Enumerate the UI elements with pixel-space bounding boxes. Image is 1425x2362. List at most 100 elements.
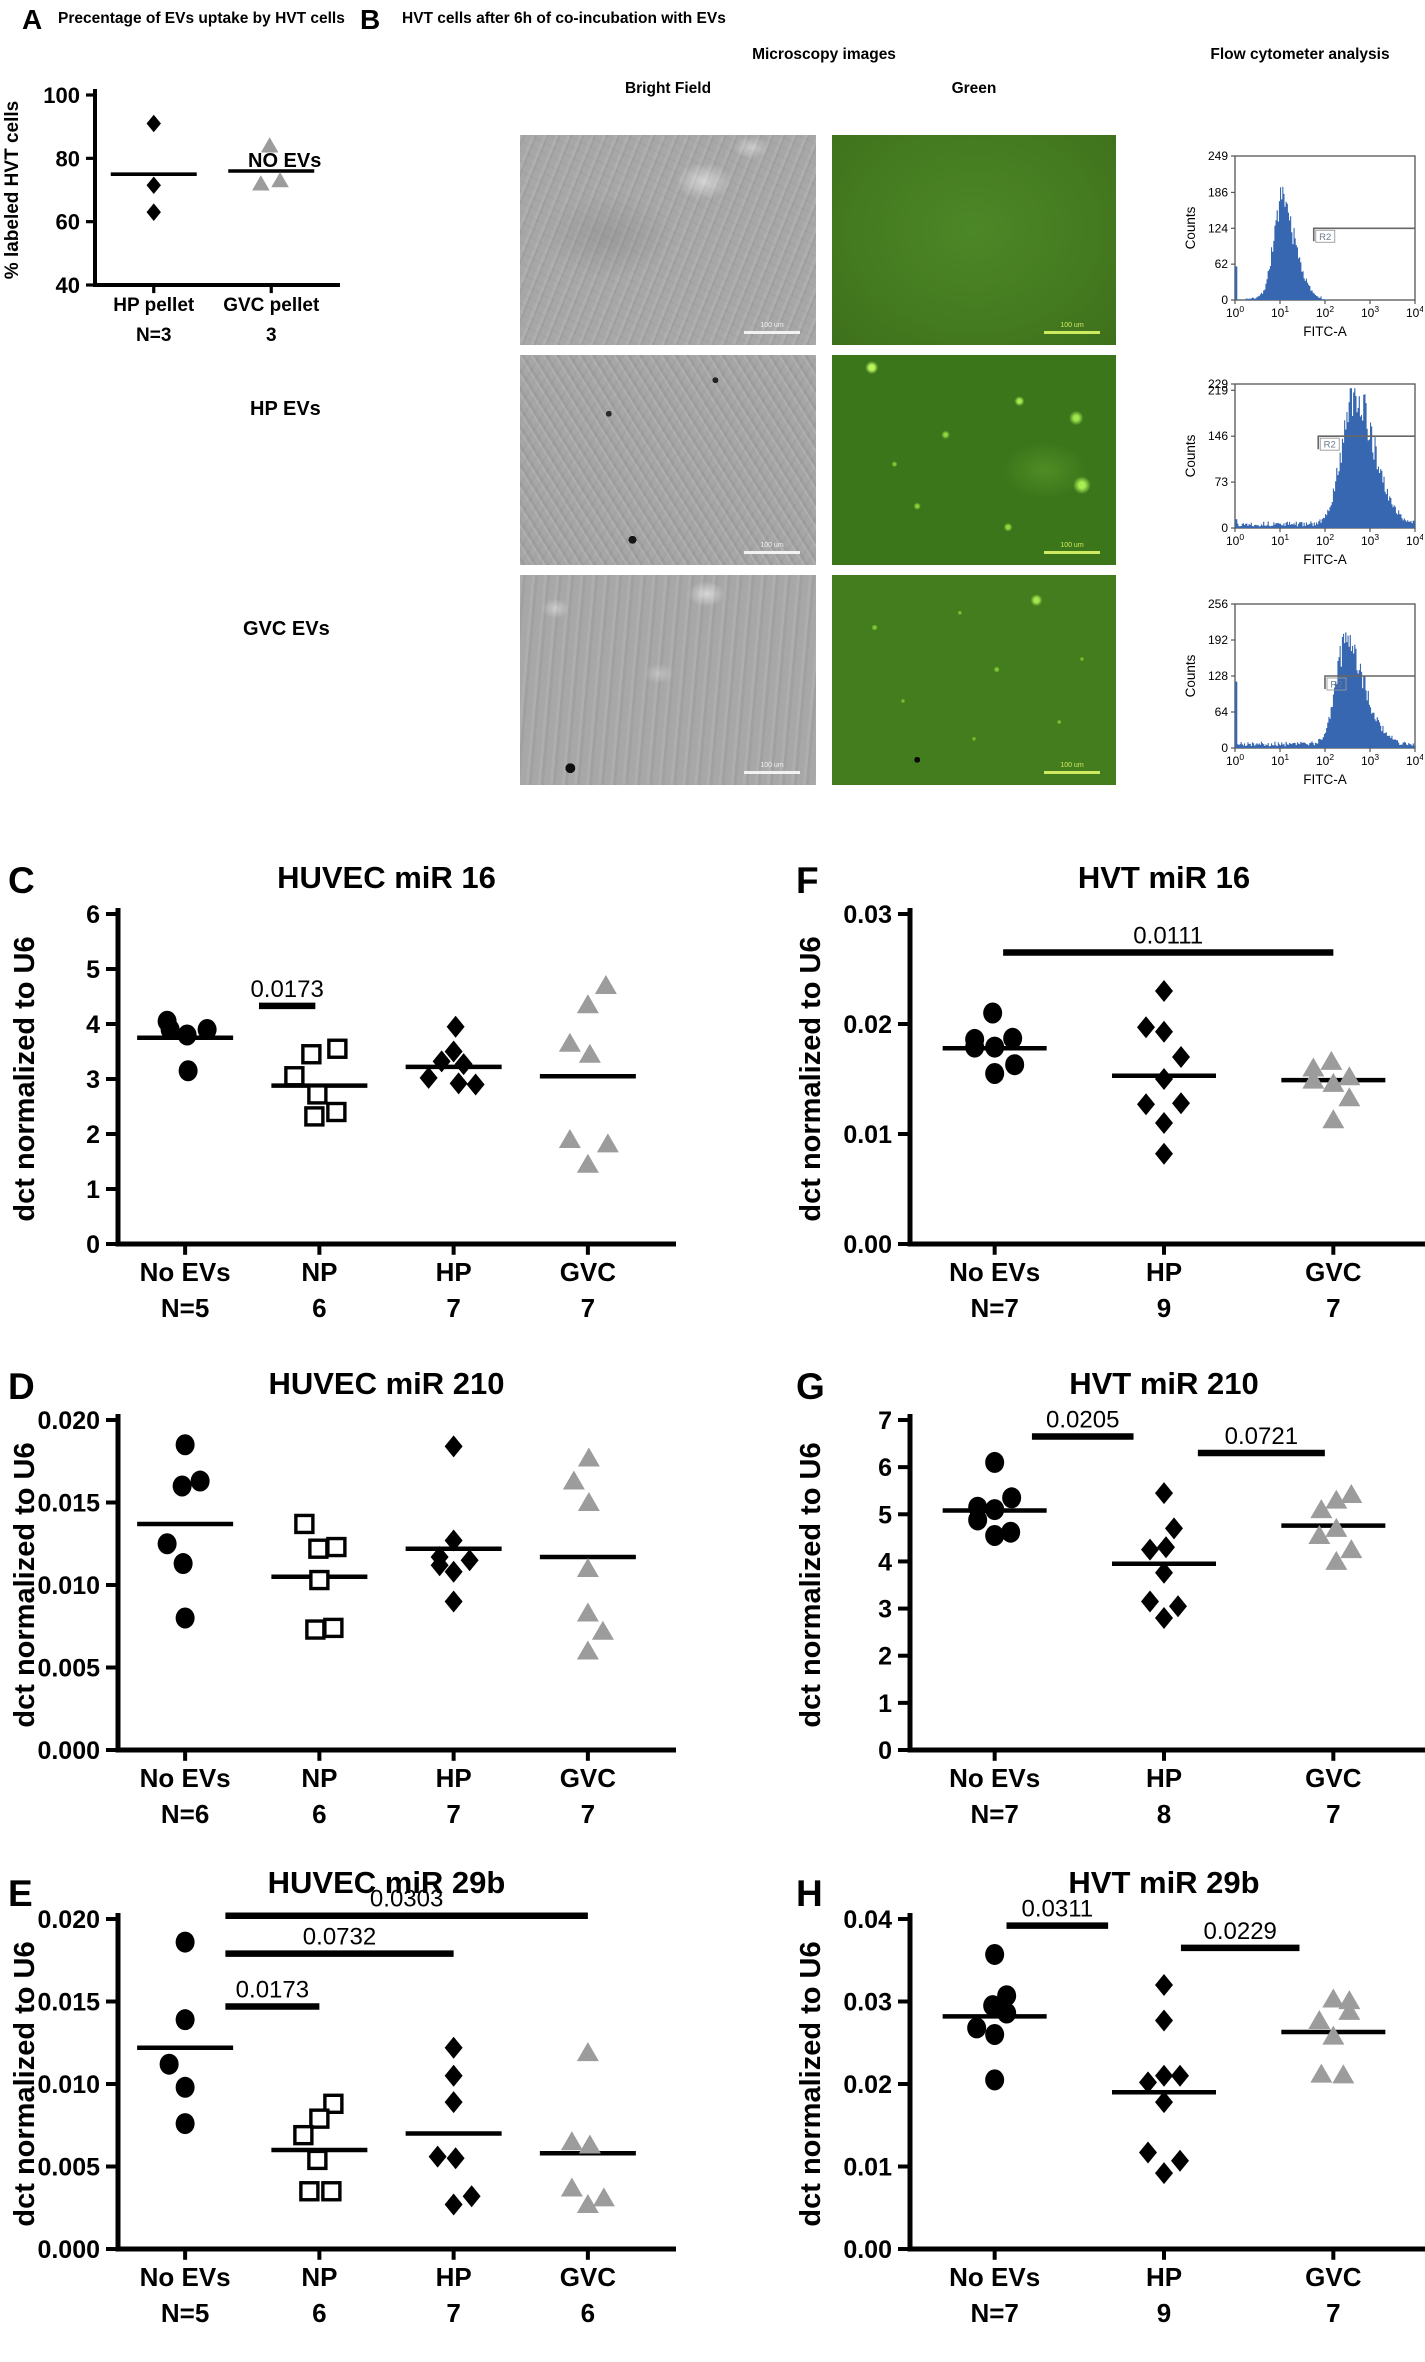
bright-field-header: Bright Field: [624, 80, 712, 97]
data-point: [1137, 1093, 1155, 1116]
data-point: [578, 1043, 601, 1063]
y-tick-label: 4: [86, 1011, 100, 1039]
group-label: No EVs: [140, 2262, 231, 2292]
data-point: [576, 1153, 599, 1173]
histogram-curve: [1235, 388, 1415, 528]
x-tick-label: 100: [1226, 304, 1244, 320]
panel-b-letter: B: [360, 4, 381, 35]
data-point: [983, 1002, 1003, 1024]
data-point: [294, 1513, 315, 1535]
data-point: [1340, 1539, 1363, 1559]
data-point: [560, 2131, 583, 2151]
data-point: [444, 2036, 463, 2059]
y-tick-label: 0: [86, 1231, 100, 1259]
data-point: [985, 1063, 1005, 1084]
data-point: [577, 1447, 600, 1467]
data-point: [1155, 1607, 1173, 1629]
data-point: [560, 2177, 583, 2197]
y-tick-label: 0.015: [37, 1989, 100, 2017]
flow-histogram-gvc-evs: 0 64 128 192 256 100 101 102 103 104 Counts FITC-A R…: [1183, 597, 1423, 787]
y-tick-label: 7: [878, 1407, 892, 1435]
data-point: [307, 2149, 328, 2171]
significance-label: 0.0111: [1133, 923, 1203, 950]
data-point: [1310, 2063, 1333, 2083]
scale-bar-label: 100 um: [1060, 542, 1084, 549]
data-point: [308, 1538, 329, 1559]
data-point: [1171, 2064, 1189, 2087]
data-point: [466, 1073, 485, 1096]
data-point: [284, 1066, 305, 1087]
data-point: [1322, 1072, 1345, 1092]
data-point: [1155, 1142, 1173, 1165]
data-point: [968, 1509, 988, 1531]
chart-title: HVT miR 210: [1069, 1366, 1259, 1401]
group-n-label: 9: [1157, 1293, 1171, 1323]
panel-b-title: HVT cells after 6h of co-incubation with…: [402, 10, 726, 27]
data-point: [594, 975, 617, 994]
brightfield-image-no-evs: 100 um: [520, 135, 816, 345]
data-point: [985, 2069, 1005, 2091]
data-point: [309, 2108, 330, 2129]
row-label-gvc-evs: GVC EVs: [243, 618, 330, 640]
significance-label: 0.0229: [1203, 1918, 1276, 1945]
data-point: [596, 1133, 619, 1153]
data-point: [449, 1072, 468, 1095]
data-point: [299, 2181, 320, 2202]
y-tick-label: 192: [1208, 633, 1228, 647]
y-tick-label: 73: [1215, 475, 1229, 489]
group-n-label: N=7: [970, 1799, 1018, 1829]
data-point: [1172, 1092, 1190, 1115]
y-axis-label: Counts: [1183, 654, 1198, 697]
gate-label: R2: [1324, 440, 1336, 451]
gate-label: R2: [1319, 232, 1331, 243]
data-point: [1165, 1517, 1183, 1540]
data-point: [444, 2064, 463, 2087]
scatter-plot-huvec-mir210: HUVEC miR 210 dct normalized to U6 0.000 0.…: [9, 1366, 676, 1829]
data-point: [197, 1019, 217, 1040]
data-point: [175, 2076, 195, 2098]
significance-label: 0.0732: [303, 1924, 376, 1951]
green-image-no-evs: 100 um: [832, 135, 1116, 345]
data-point: [175, 1434, 195, 1456]
y-tick-label: 80: [56, 146, 80, 171]
scale-bar-label: 100 um: [760, 322, 784, 329]
panel-a-title: Precentage of EVs uptake by HVT cells: [58, 10, 345, 27]
group-label: GVC: [560, 1763, 617, 1793]
x-tick-label: 103: [1361, 532, 1379, 548]
scale-bar-line: [744, 551, 800, 554]
data-point: [159, 2053, 179, 2075]
data-point: [997, 1985, 1017, 2007]
data-point: [446, 1015, 465, 1038]
microscopy-header: Microscopy images: [752, 46, 896, 63]
scale-bar: 100 um: [744, 542, 800, 554]
scale-bar: 100 um: [1044, 542, 1100, 554]
group-n-label: N=7: [970, 2298, 1018, 2328]
data-point: [576, 994, 599, 1014]
data-point: [1155, 1112, 1173, 1134]
y-tick-label: 0.03: [843, 901, 892, 929]
data-point: [444, 1040, 463, 1063]
group-n-label: 9: [1157, 2298, 1171, 2328]
y-axis-label: dct normalized to U6: [795, 1941, 827, 2226]
y-tick-label: 0: [1221, 741, 1228, 755]
data-point: [326, 1536, 347, 1558]
scale-bar: 100 um: [744, 762, 800, 774]
y-tick-label: 0.01: [843, 2154, 892, 2182]
x-tick-label: 103: [1361, 304, 1379, 320]
data-point: [175, 2009, 195, 2031]
y-axis-label: dct normalized to U6: [795, 936, 827, 1221]
flow-histogram-no-evs: 0 62 124 186 249 100 101 102 103 104 Counts FITC-A R…: [1183, 149, 1423, 339]
data-point: [175, 1607, 195, 1629]
y-tick-label: 62: [1215, 257, 1229, 271]
data-point: [323, 2093, 344, 2115]
y-tick-label: 6: [86, 901, 100, 929]
group-n-label: 3: [266, 325, 277, 346]
scale-bar: 100 um: [1044, 762, 1100, 774]
group-n-label: 7: [1326, 1799, 1340, 1829]
data-point: [271, 172, 289, 188]
data-point: [558, 1032, 581, 1052]
data-point: [1155, 1561, 1173, 1584]
data-point: [173, 1553, 193, 1575]
y-axis-label: Counts: [1183, 206, 1198, 249]
data-point: [309, 1569, 330, 1591]
